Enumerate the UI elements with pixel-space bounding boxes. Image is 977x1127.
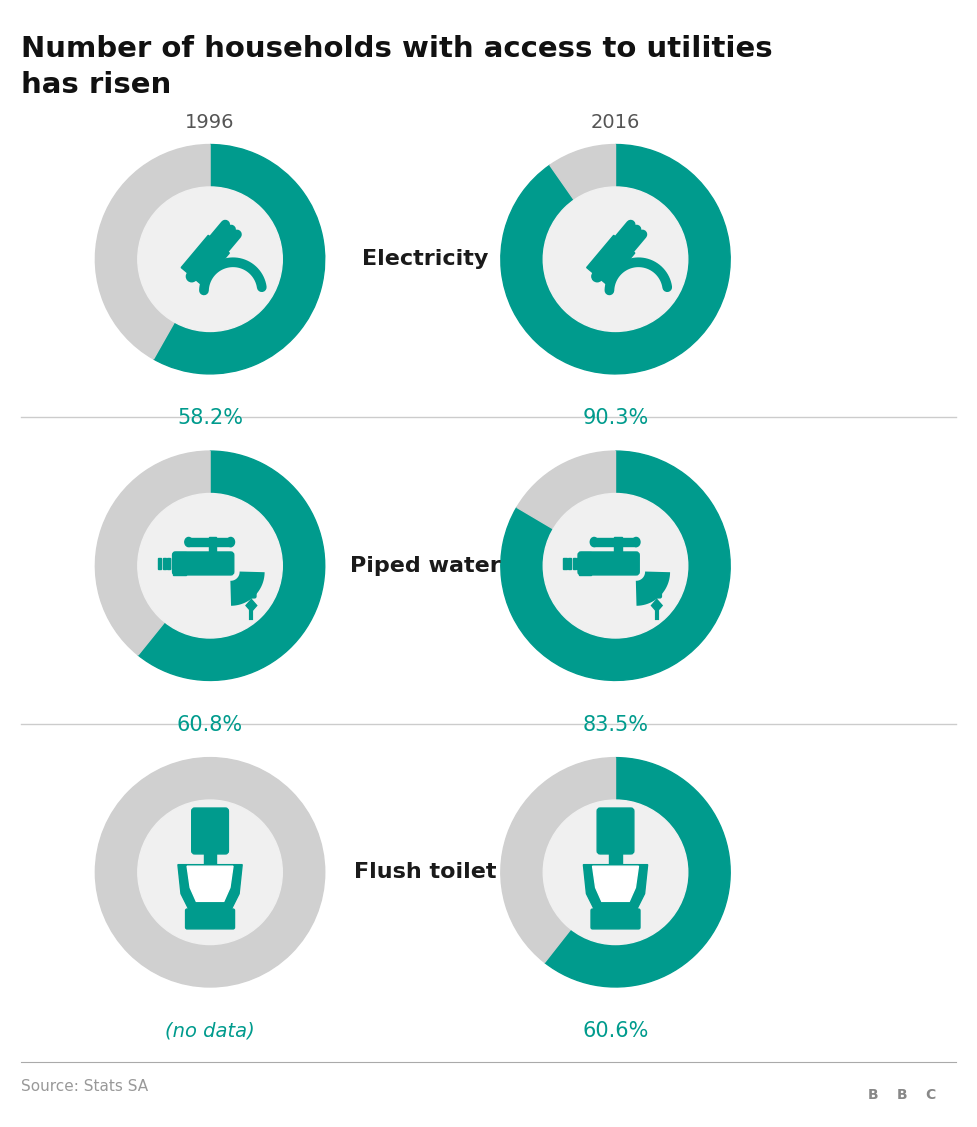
Polygon shape xyxy=(593,867,638,902)
Circle shape xyxy=(187,272,197,282)
Circle shape xyxy=(543,800,688,944)
Text: 60.8%: 60.8% xyxy=(177,715,243,735)
Text: (no data): (no data) xyxy=(165,1021,255,1040)
Text: 90.3%: 90.3% xyxy=(582,408,649,428)
FancyBboxPatch shape xyxy=(861,1076,886,1115)
Text: Source: Stats SA: Source: Stats SA xyxy=(21,1079,149,1093)
Bar xyxy=(573,558,575,569)
Ellipse shape xyxy=(185,538,192,547)
Wedge shape xyxy=(96,144,210,360)
Wedge shape xyxy=(501,757,616,962)
Bar xyxy=(594,539,636,545)
Polygon shape xyxy=(586,236,635,285)
Bar xyxy=(577,558,580,569)
Text: B: B xyxy=(869,1089,878,1102)
Ellipse shape xyxy=(632,538,640,547)
Text: 1996: 1996 xyxy=(186,113,234,132)
Bar xyxy=(614,536,621,554)
FancyBboxPatch shape xyxy=(173,552,234,575)
Circle shape xyxy=(138,494,282,638)
Text: 58.2%: 58.2% xyxy=(177,408,243,428)
FancyBboxPatch shape xyxy=(191,808,229,854)
Bar xyxy=(172,558,175,569)
Circle shape xyxy=(138,187,282,331)
Wedge shape xyxy=(153,144,324,374)
Text: Electricity: Electricity xyxy=(361,249,488,269)
FancyBboxPatch shape xyxy=(653,582,661,598)
FancyBboxPatch shape xyxy=(917,1076,943,1115)
Text: Number of households with access to utilities: Number of households with access to util… xyxy=(21,35,773,63)
Wedge shape xyxy=(96,451,210,655)
FancyBboxPatch shape xyxy=(597,808,634,854)
Wedge shape xyxy=(550,144,616,199)
Bar xyxy=(189,539,231,545)
Bar xyxy=(564,558,567,569)
FancyBboxPatch shape xyxy=(889,1076,914,1115)
Text: 83.5%: 83.5% xyxy=(582,715,649,735)
Bar xyxy=(578,552,591,575)
FancyBboxPatch shape xyxy=(186,909,234,929)
Wedge shape xyxy=(517,451,616,529)
Text: 2016: 2016 xyxy=(591,113,640,132)
Polygon shape xyxy=(652,600,662,612)
Bar xyxy=(162,558,166,569)
Polygon shape xyxy=(246,600,257,612)
Wedge shape xyxy=(501,451,730,681)
Circle shape xyxy=(543,494,688,638)
Bar xyxy=(610,850,621,864)
Wedge shape xyxy=(501,144,730,374)
Text: C: C xyxy=(925,1089,935,1102)
Bar xyxy=(193,905,227,909)
FancyBboxPatch shape xyxy=(578,552,639,575)
Text: Flush toilet: Flush toilet xyxy=(354,862,496,882)
Bar xyxy=(599,905,632,909)
Bar xyxy=(167,558,170,569)
Circle shape xyxy=(138,800,282,944)
Circle shape xyxy=(543,187,688,331)
Wedge shape xyxy=(138,451,324,681)
FancyBboxPatch shape xyxy=(591,909,640,929)
Text: has risen: has risen xyxy=(21,71,172,99)
Text: Piped water: Piped water xyxy=(350,556,500,576)
Bar xyxy=(204,850,216,864)
Polygon shape xyxy=(583,864,648,909)
Polygon shape xyxy=(188,867,233,902)
Text: B: B xyxy=(897,1089,907,1102)
FancyBboxPatch shape xyxy=(247,582,256,598)
Circle shape xyxy=(96,757,324,987)
Polygon shape xyxy=(178,864,242,909)
Ellipse shape xyxy=(227,538,234,547)
Bar xyxy=(173,552,186,575)
Bar xyxy=(208,536,216,554)
Bar xyxy=(568,558,572,569)
Bar xyxy=(158,558,161,569)
Wedge shape xyxy=(544,757,730,987)
Text: 60.6%: 60.6% xyxy=(582,1021,649,1041)
Circle shape xyxy=(592,272,603,282)
Polygon shape xyxy=(181,236,230,285)
Ellipse shape xyxy=(590,538,598,547)
